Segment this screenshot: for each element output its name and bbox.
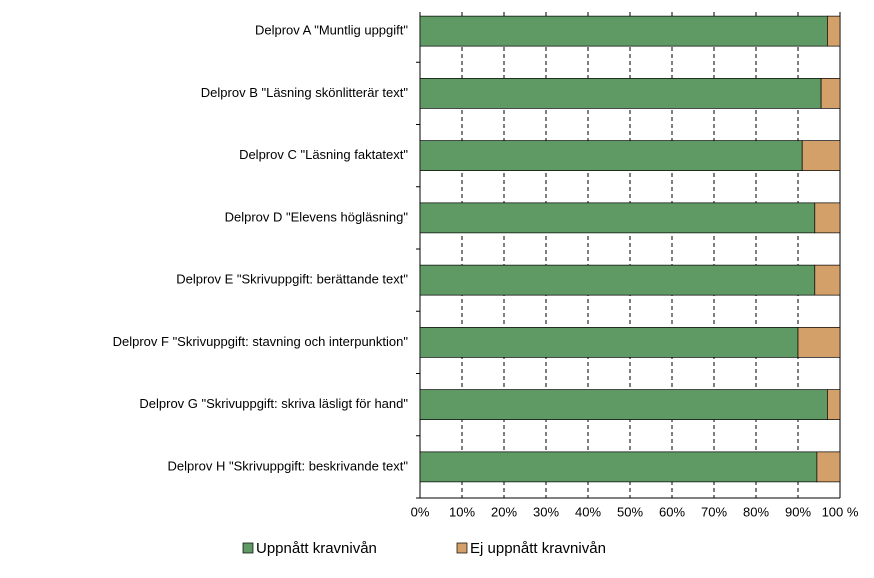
bar-segment [419,451,818,483]
bar-segment [419,264,816,296]
bar-segment [797,327,841,358]
bar-segment [419,78,822,109]
y-tick-label: Delprov E "Skrivuppgift: berättande text… [176,272,408,287]
x-tick-label: 80% [743,504,769,519]
bar-segment [820,78,841,109]
bar-segment [814,264,841,296]
x-tick-label: 50% [617,504,643,519]
y-tick-label: Delprov C "Läsning faktatext" [239,147,408,162]
x-tick-label: 40% [575,504,601,519]
bar-segment [827,15,841,47]
x-tick-label: 70% [701,504,727,519]
bar-segment [801,140,841,171]
x-tick-label: 20% [491,504,517,519]
bar-segment [419,389,828,420]
y-tick-label: Delprov G "Skrivuppgift: skriva läsligt … [139,396,408,411]
x-tick-label: 10% [449,504,475,519]
y-tick-label: Delprov D "Elevens högläsning" [225,209,409,224]
x-tick-label: 100 % [822,504,859,519]
bar-segment [419,140,803,171]
legend-swatch [242,542,254,554]
x-tick-label: 90% [785,504,811,519]
bar-segment [814,202,841,234]
bar-segment [827,389,841,420]
y-tick-label: Delprov A "Muntlig uppgift" [255,23,408,38]
bar-segment [419,15,828,47]
bar-segment [419,202,816,234]
bar-segment [419,327,799,358]
y-tick-label: Delprov H "Skrivuppgift: beskrivande tex… [168,458,409,473]
legend-label: Ej uppnått kravnivån [470,540,606,557]
legend-label: Uppnått kravnivån [256,540,377,557]
legend-swatch [456,542,468,554]
x-tick-label: 0% [411,504,430,519]
x-tick-label: 60% [659,504,685,519]
x-tick-label: 30% [533,504,559,519]
y-tick-label: Delprov F "Skrivuppgift: stavning och in… [113,334,409,349]
bar-segment [816,451,841,483]
y-tick-label: Delprov B "Läsning skönlitterär text" [201,85,409,100]
